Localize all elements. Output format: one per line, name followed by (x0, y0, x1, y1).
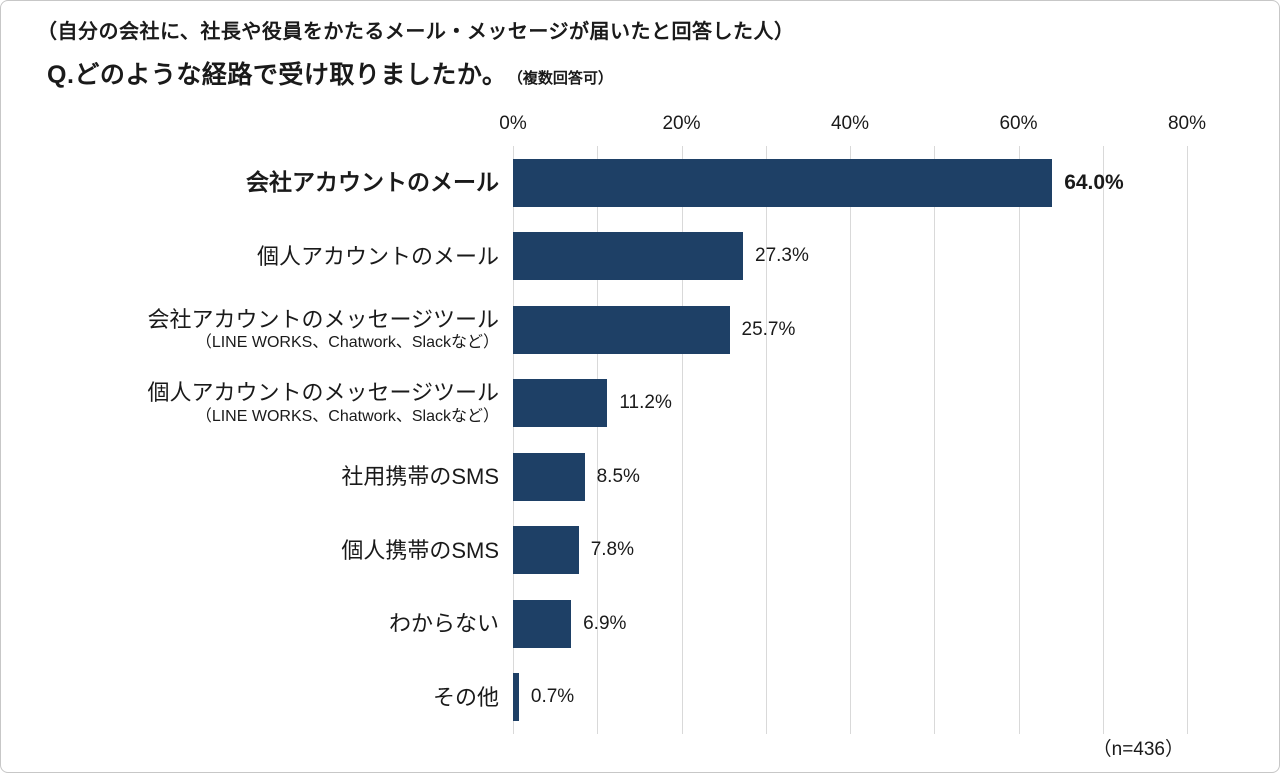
bar-cell: 27.3% (513, 232, 1279, 281)
bar (513, 526, 579, 575)
value-label: 8.5% (596, 465, 640, 487)
bar-row: 会社アカウントのメッセージツール （LINE WORKS、Chatwork、Sla… (1, 293, 1279, 367)
bar-row: 個人アカウントのメッセージツール （LINE WORKS、Chatwork、Sla… (1, 367, 1279, 441)
bar-row: その他 0.7% (1, 661, 1279, 735)
chart-title-row: Q.どのような経路で受け取りましたか。 （複数回答可） (47, 55, 613, 91)
category-label-cell: 個人アカウントのメール (1, 243, 513, 271)
value-label: 11.2% (619, 392, 672, 414)
gridline (1102, 146, 1104, 734)
chart-title: Q.どのような経路で受け取りましたか。 (47, 61, 508, 89)
category-label: わからない (388, 611, 499, 636)
bar (513, 158, 1053, 207)
bar (513, 452, 585, 501)
gridline (934, 146, 936, 734)
category-label: 会社アカウントのメッセージツール (147, 306, 499, 332)
sample-size: （n=436） (1092, 739, 1184, 760)
gridline (850, 146, 851, 734)
category-label-cell: 会社アカウントのメッセージツール （LINE WORKS、Chatwork、Sla… (1, 306, 513, 354)
category-label: 会社アカウントのメール (246, 169, 499, 196)
gridline (765, 146, 767, 734)
category-label-cell: その他 (1, 684, 513, 712)
bar-cell: 11.2% (513, 379, 1279, 428)
category-label: 個人携帯のSMS (341, 537, 499, 563)
x-axis-tick-label: 40% (830, 113, 870, 134)
value-label: 64.0% (1064, 170, 1124, 194)
bar (513, 673, 519, 722)
gridline (597, 146, 599, 734)
category-label-cell: 個人携帯のSMS (1, 537, 513, 565)
bar (513, 305, 730, 354)
x-axis-tick-label: 60% (999, 113, 1038, 134)
x-axis-tick-labels: 0% 20% 40% 60% 80% (499, 113, 1206, 139)
bar-cell: 8.5% (513, 452, 1279, 501)
gridline (1018, 146, 1020, 734)
bar-rows: 会社アカウントのメール 64.0% 個人アカウントのメール 27.3% 会社アカウントの… (1, 146, 1279, 734)
category-label: 個人アカウントのメッセージツール (147, 380, 499, 406)
x-axis-tick-label: 20% (662, 113, 701, 134)
bar-row: 会社アカウントのメール 64.0% (1, 146, 1279, 220)
bar-cell: 6.9% (513, 599, 1279, 648)
gridline (1187, 146, 1188, 734)
category-sublabel: （LINE WORKS、Chatwork、Slackなど） (195, 407, 499, 425)
bar-row: わからない 6.9% (1, 587, 1279, 661)
bar (513, 599, 572, 648)
value-label: 0.7% (530, 686, 575, 708)
bar-cell: 0.7% (513, 673, 1279, 722)
category-label: その他 (432, 684, 499, 710)
bar-cell: 64.0% (513, 158, 1279, 207)
bar-row: 個人アカウントのメール 27.3% (1, 220, 1279, 294)
category-label-cell: 会社アカウントのメール (1, 168, 513, 197)
bar (513, 379, 608, 428)
bar-row: 個人携帯のSMS 7.8% (1, 514, 1279, 588)
value-label: 7.8% (590, 539, 634, 561)
value-label: 6.9% (583, 612, 627, 634)
bar-cell: 7.8% (513, 526, 1279, 575)
bar-cell: 25.7% (513, 305, 1279, 354)
bar-row: 社用携帯のSMS 8.5% (1, 440, 1279, 514)
value-label: 27.3% (755, 245, 809, 267)
bar (513, 232, 743, 281)
x-axis-tick-label: 80% (1167, 113, 1207, 134)
value-label: 25.7% (741, 318, 796, 340)
category-label: 個人アカウントのメール (256, 243, 499, 269)
category-label-cell: 個人アカウントのメッセージツール （LINE WORKS、Chatwork、Sla… (1, 379, 513, 427)
category-label: 社用携帯のSMS (341, 464, 499, 489)
category-label-cell: 社用携帯のSMS (1, 463, 513, 491)
gridline (513, 146, 514, 734)
chart-title-suffix: （複数回答可） (515, 70, 613, 87)
category-label-cell: わからない (1, 610, 513, 638)
category-sublabel: （LINE WORKS、Chatwork、Slackなど） (195, 334, 499, 352)
x-axis-tick-label: 0% (499, 113, 527, 134)
gridlines (513, 146, 1188, 734)
gridline (681, 146, 683, 734)
chart-note: （自分の会社に、社長や役員をかたるメール・メッセージが届いたと回答した人） (37, 21, 795, 43)
